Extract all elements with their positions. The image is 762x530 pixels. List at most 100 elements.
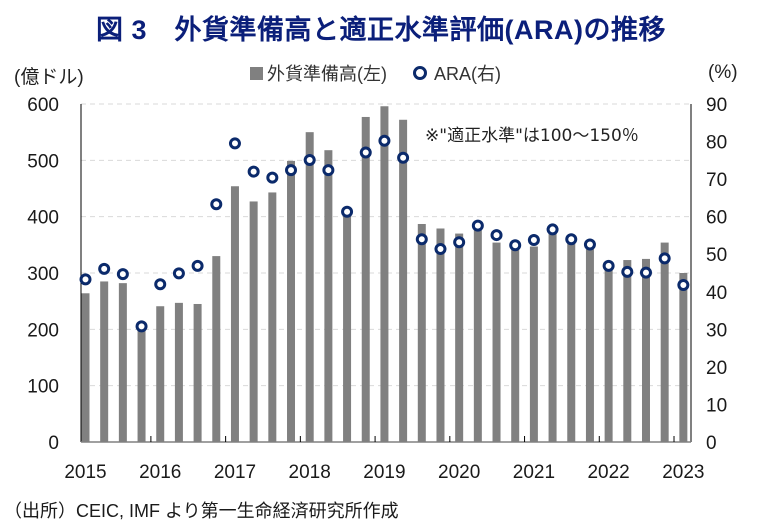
bar-2016Q1 [156,306,165,442]
right-tick-label: 70 [706,170,727,191]
chart-title: 図 3 外貨準備高と適正水準評価(ARA)の推移 [96,15,666,45]
left-tick-label: 200 [27,320,59,341]
legend-bar-swatch-icon [250,66,263,80]
bar-2022Q1 [604,263,613,442]
legend-circle-marker-icon [413,66,427,80]
bar-2017Q1 [230,186,239,442]
bar-2018Q2 [324,150,333,442]
bar-2023Q1 [679,273,688,442]
ara-point-2017Q1 [228,137,241,150]
left-tick-label: 400 [27,208,59,229]
ara-point-2017Q3 [266,171,279,184]
bar-2022Q3 [641,258,650,442]
right-tick-label: 40 [706,283,727,304]
right-tick-label: 80 [706,133,727,154]
ara-point-2019Q4 [434,242,447,255]
ara-point-2020Q3 [490,229,503,242]
x-tick-label-2016: 2016 [139,462,181,483]
x-tick-label-2021: 2021 [513,462,555,483]
x-tick-label-2023: 2023 [662,462,704,483]
legend-item-ara: ARA(右) [413,60,501,86]
bar-2016Q3 [193,303,202,442]
right-axis-unit: (%) [708,62,738,83]
legend-label-reserves: 外貨準備高(左) [267,64,387,84]
ara-point-2020Q2 [471,219,484,232]
left-tick-label: 100 [27,377,59,398]
bar-2020Q4 [511,248,520,442]
x-tick-label-2019: 2019 [363,462,405,483]
bar-2019Q1 [380,106,389,443]
right-tick-label: 20 [706,358,727,379]
ara-point-2018Q3 [341,205,354,218]
left-tick-label: 300 [27,264,59,285]
x-tick-label-2018: 2018 [289,462,331,483]
ara-point-2016Q3 [191,259,204,272]
ara-point-2016Q1 [154,278,167,291]
legend: 外貨準備高(左) ARA(右) [250,60,501,86]
bar-2021Q3 [567,241,576,442]
bar-2022Q4 [660,242,669,442]
right-tick-label: 60 [706,208,727,229]
ara-point-2022Q2 [621,265,634,278]
ara-point-2015Q1 [79,273,92,286]
bar-2015Q2 [100,281,109,442]
bar-2017Q2 [249,201,258,442]
scatter-series [79,134,690,333]
bar-2015Q1 [81,293,90,442]
bar-2019Q4 [436,228,445,442]
ara-point-2021Q1 [527,233,540,246]
ara-point-2021Q3 [565,233,578,246]
bar-2019Q2 [399,119,408,443]
source-note: （出所）CEIC, IMF より第一生命経済研究所作成 [4,501,399,521]
ara-point-2015Q2 [98,262,111,275]
legend-item-reserves: 外貨準備高(左) [250,60,387,86]
bar-2022Q2 [623,260,632,442]
bar-2015Q3 [118,283,127,442]
right-tick-label: 30 [706,320,727,341]
bar-2021Q1 [529,246,538,442]
bar-2016Q2 [174,302,183,442]
bar-2016Q4 [212,256,221,442]
x-tick-label-2017: 2017 [214,462,256,483]
ara-point-2020Q1 [453,236,466,249]
ara-point-2016Q2 [172,267,185,280]
left-axis-unit: (億ドル) [14,67,84,88]
bar-2018Q4 [361,116,370,442]
ara-point-2022Q3 [639,266,652,279]
ara-point-2019Q1 [378,134,391,147]
ara-point-2022Q1 [602,259,615,272]
bar-series [81,106,688,443]
bar-2021Q2 [548,230,557,442]
annotation-note: ※"適正水準"は100～150％ [425,126,639,146]
left-tick-label: 0 [48,433,59,454]
ara-point-2019Q3 [415,233,428,246]
bar-2020Q1 [455,233,464,442]
bar-2018Q3 [343,212,352,442]
bar-2015Q4 [137,327,146,442]
left-tick-label: 500 [27,151,59,172]
bar-2018Q1 [305,132,314,442]
ara-point-2020Q4 [509,239,522,252]
ara-point-2018Q2 [322,164,335,177]
right-tick-label: 50 [706,245,727,266]
x-tick-label-2015: 2015 [64,462,106,483]
bar-2020Q3 [492,242,501,442]
ara-point-2019Q2 [397,151,410,164]
bar-2021Q4 [585,248,594,442]
x-tick-label-2020: 2020 [438,462,480,483]
right-tick-label: 90 [706,95,727,116]
right-tick-label: 10 [706,395,727,416]
bar-2017Q3 [268,192,277,442]
ara-point-2017Q2 [247,165,260,178]
ara-point-2018Q1 [303,153,316,166]
left-tick-label: 600 [27,95,59,116]
ara-point-2022Q4 [658,252,671,265]
ara-point-2015Q3 [116,268,129,281]
ara-point-2021Q2 [546,223,559,236]
ara-point-2023Q1 [677,279,690,292]
bar-2017Q4 [287,160,296,442]
x-tick-label-2022: 2022 [587,462,629,483]
right-tick-label: 0 [706,433,717,454]
ara-point-2021Q4 [583,238,596,251]
